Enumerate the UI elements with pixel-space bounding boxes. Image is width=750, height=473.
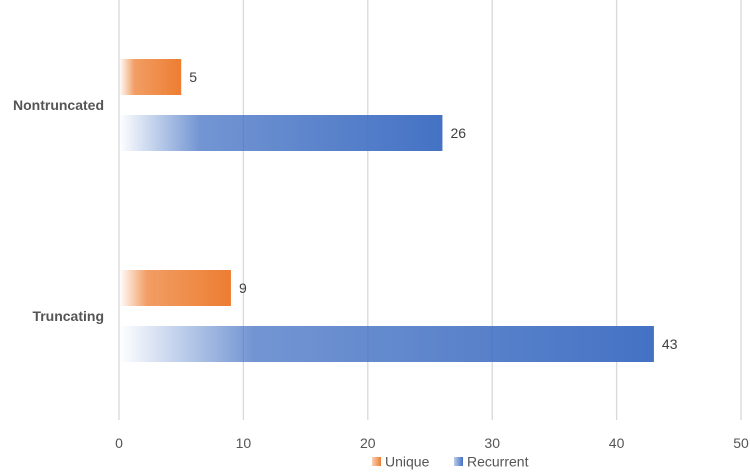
legend: Unique Recurrent — [372, 454, 529, 470]
legend-swatch-recurrent — [454, 457, 463, 466]
bar-recurrent-nontruncated — [119, 115, 443, 151]
bar-unique-nontruncated — [119, 59, 182, 95]
labels: 0 10 20 30 40 50 Nontruncated 5 26 Truncating 9 43 — [13, 69, 749, 451]
x-tick-label: 30 — [484, 435, 500, 451]
data-label: 5 — [189, 69, 197, 85]
legend-swatch-unique — [372, 457, 381, 466]
x-tick-label: 40 — [609, 435, 625, 451]
bar-unique-truncating — [119, 270, 231, 306]
bars — [119, 59, 654, 362]
legend-label-unique: Unique — [385, 454, 430, 470]
category-label-truncating: Truncating — [32, 308, 104, 324]
category-label-nontruncated: Nontruncated — [13, 97, 104, 113]
x-tick-label: 10 — [236, 435, 252, 451]
bar-recurrent-truncating — [119, 326, 654, 362]
data-label: 9 — [239, 280, 247, 296]
x-tick-label: 50 — [733, 435, 749, 451]
x-tick-label: 0 — [115, 435, 123, 451]
data-label: 43 — [662, 336, 678, 352]
data-label: 26 — [450, 125, 466, 141]
legend-label-recurrent: Recurrent — [467, 454, 529, 470]
x-tick-label: 20 — [360, 435, 376, 451]
